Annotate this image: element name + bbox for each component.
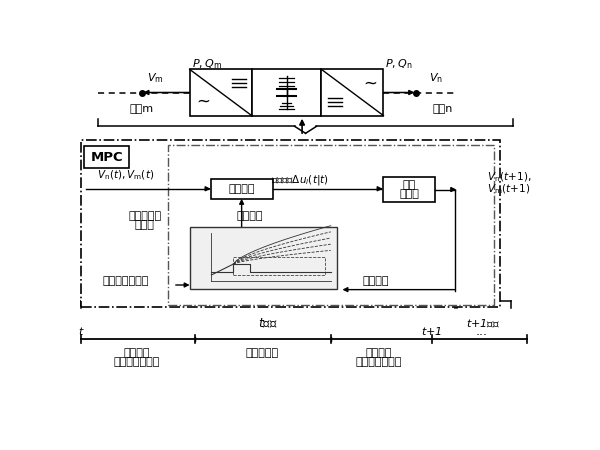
Bar	[211, 179, 272, 199]
Text: ~: ~	[196, 93, 210, 111]
Text: 检测电压: 检测电压	[124, 348, 150, 358]
Text: 并修正预测模型: 并修正预测模型	[114, 357, 160, 367]
Text: 预测模型: 预测模型	[236, 211, 263, 220]
Bar	[322, 69, 383, 116]
Text: $V_{\mathrm{m}}(t\!+\!1)$: $V_{\mathrm{m}}(t\!+\!1)$	[487, 182, 531, 196]
Text: 控制器: 控制器	[399, 189, 419, 199]
Text: $V_{\mathrm{n}}(t\!+\!1),$: $V_{\mathrm{n}}(t\!+\!1),$	[487, 171, 531, 184]
Bar	[383, 177, 436, 202]
Text: ...: ...	[476, 325, 488, 338]
Bar	[252, 69, 322, 116]
Bar	[190, 69, 252, 116]
Text: 功率: 功率	[403, 180, 416, 190]
Text: $P,Q_{\mathrm{n}}$: $P,Q_{\mathrm{n}}$	[385, 57, 413, 71]
Bar	[84, 146, 129, 168]
Text: 生成新指令: 生成新指令	[246, 348, 279, 358]
Text: $t$周期: $t$周期	[258, 317, 278, 330]
Text: 长时间尺度建立: 长时间尺度建立	[102, 276, 149, 286]
Text: 节点n: 节点n	[433, 104, 454, 114]
Bar	[81, 140, 500, 306]
Text: $P,Q_{\mathrm{m}}$: $P,Q_{\mathrm{m}}$	[191, 57, 222, 71]
Text: $t$+1周期: $t$+1周期	[466, 318, 500, 329]
Text: $V_{\mathrm{n}}(t),V_{\mathrm{m}}(t)$: $V_{\mathrm{n}}(t),V_{\mathrm{m}}(t)$	[97, 169, 154, 182]
Text: 修正指令$\Delta u_i(t|t)$: 修正指令$\Delta u_i(t|t)$	[271, 172, 329, 186]
Text: $t$+1: $t$+1	[421, 325, 442, 337]
Text: 节点m: 节点m	[130, 104, 154, 114]
Bar	[233, 256, 325, 275]
Text: 反馈校正: 反馈校正	[362, 276, 389, 286]
Bar	[190, 227, 337, 289]
Text: $V_{\mathrm{n}}$: $V_{\mathrm{n}}$	[429, 71, 443, 85]
Text: $t$: $t$	[78, 325, 85, 337]
Text: 并修正预测模型: 并修正预测模型	[356, 357, 402, 367]
Text: ~: ~	[363, 74, 377, 92]
Text: $V_{\mathrm{m}}$: $V_{\mathrm{m}}$	[148, 71, 164, 85]
Text: 滚动优化: 滚动优化	[229, 184, 255, 194]
Text: 下达指令: 下达指令	[365, 348, 392, 358]
Text: MPC: MPC	[91, 151, 123, 164]
Text: 电压与损耗: 电压与损耗	[128, 211, 161, 220]
Bar	[168, 145, 493, 305]
Text: 预测值: 预测值	[135, 220, 155, 230]
